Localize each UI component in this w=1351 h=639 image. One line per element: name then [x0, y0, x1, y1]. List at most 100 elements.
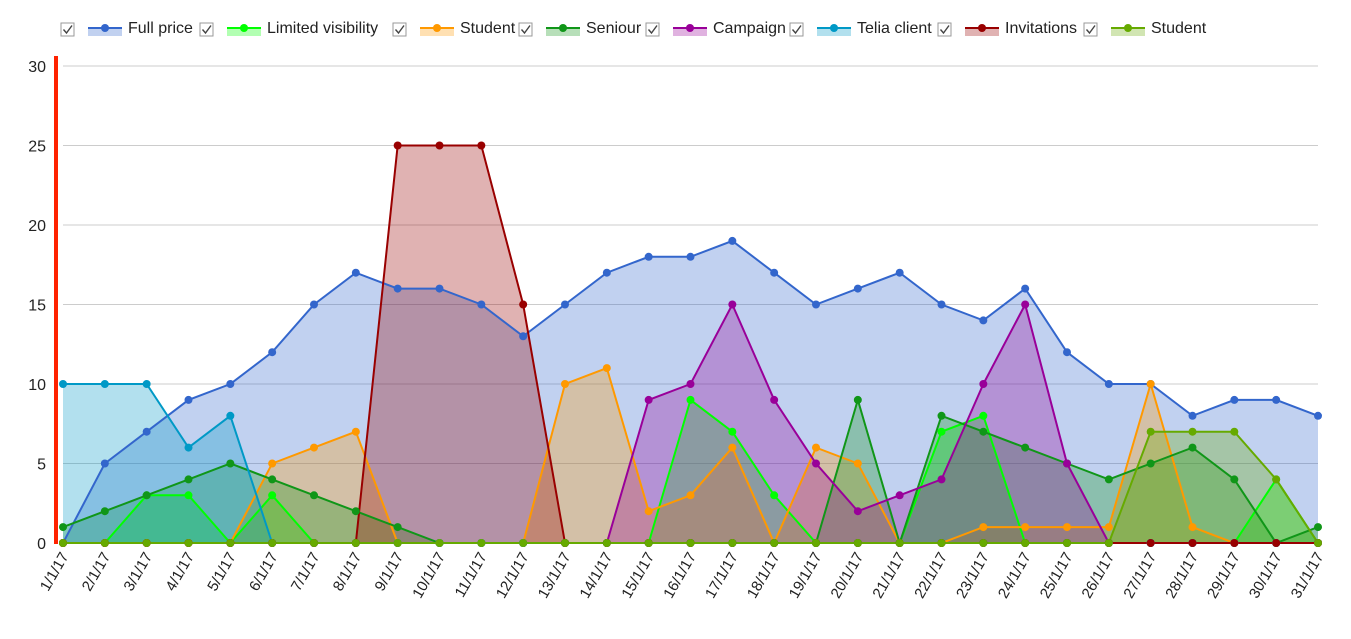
series-point[interactable] — [895, 268, 904, 277]
series-point[interactable] — [393, 539, 402, 547]
series-point[interactable] — [59, 539, 67, 547]
series-point[interactable] — [226, 411, 235, 420]
legend-checkbox[interactable] — [199, 22, 214, 37]
series-point[interactable] — [226, 459, 235, 468]
series-point[interactable] — [351, 539, 360, 547]
series-point[interactable] — [561, 539, 569, 547]
series-point[interactable] — [644, 507, 653, 516]
series-point[interactable] — [100, 507, 109, 516]
legend-item-5[interactable]: Telia client — [789, 20, 932, 37]
series-point[interactable] — [937, 475, 946, 484]
series-point[interactable] — [435, 141, 444, 150]
series-point[interactable] — [477, 300, 486, 309]
series-point[interactable] — [602, 539, 611, 547]
legend-item-4[interactable]: Campaign — [645, 20, 786, 37]
series-point[interactable] — [979, 539, 988, 547]
series-point[interactable] — [728, 300, 737, 309]
series-point[interactable] — [1230, 427, 1239, 436]
series-point[interactable] — [1146, 539, 1155, 547]
series-point[interactable] — [1314, 411, 1322, 420]
legend-checkbox[interactable] — [1083, 22, 1098, 37]
series-point[interactable] — [393, 523, 402, 532]
legend-item-3[interactable]: Seniour — [518, 20, 642, 37]
series-point[interactable] — [979, 427, 988, 436]
series-point[interactable] — [268, 348, 277, 357]
series-point[interactable] — [1188, 443, 1197, 452]
series-point[interactable] — [1021, 300, 1030, 309]
series-point[interactable] — [812, 459, 820, 468]
series-point[interactable] — [393, 141, 402, 150]
series-point[interactable] — [142, 491, 151, 500]
series-point[interactable] — [184, 443, 193, 452]
series-point[interactable] — [184, 395, 193, 404]
series-point[interactable] — [853, 507, 862, 516]
series-point[interactable] — [770, 539, 779, 547]
series-point[interactable] — [519, 539, 528, 547]
series-point[interactable] — [812, 300, 820, 309]
series-point[interactable] — [351, 507, 360, 516]
series-point[interactable] — [310, 539, 318, 547]
series-point[interactable] — [686, 491, 695, 500]
series-point[interactable] — [100, 459, 109, 468]
series-point[interactable] — [1021, 539, 1030, 547]
legend-item-6[interactable]: Invitations — [937, 20, 1077, 37]
series-point[interactable] — [728, 443, 737, 452]
series-point[interactable] — [979, 411, 988, 420]
series-point[interactable] — [812, 443, 820, 452]
series-point[interactable] — [1272, 539, 1281, 547]
series-point[interactable] — [59, 523, 67, 532]
series-point[interactable] — [100, 539, 109, 547]
series-point[interactable] — [1104, 523, 1113, 532]
series-point[interactable] — [184, 475, 193, 484]
series-point[interactable] — [1021, 523, 1030, 532]
series-point[interactable] — [1063, 348, 1071, 357]
legend-checkbox[interactable] — [789, 22, 804, 37]
series-point[interactable] — [1146, 427, 1155, 436]
series-point[interactable] — [979, 380, 988, 388]
series-point[interactable] — [226, 380, 235, 388]
series-point[interactable] — [184, 539, 193, 547]
series-point[interactable] — [1104, 539, 1113, 547]
series-point[interactable] — [937, 539, 946, 547]
series-point[interactable] — [351, 427, 360, 436]
series-point[interactable] — [1146, 380, 1155, 388]
series-point[interactable] — [853, 284, 862, 293]
series-point[interactable] — [561, 300, 569, 309]
legend-item-7[interactable]: Student — [1083, 20, 1207, 37]
series-point[interactable] — [686, 539, 695, 547]
series-point[interactable] — [979, 316, 988, 325]
series-point[interactable] — [1146, 459, 1155, 468]
series-point[interactable] — [1188, 539, 1197, 547]
series-point[interactable] — [686, 380, 695, 388]
series-point[interactable] — [435, 539, 444, 547]
legend-item-2[interactable]: Student — [392, 20, 516, 37]
series-point[interactable] — [728, 236, 737, 245]
series-point[interactable] — [393, 284, 402, 293]
series-point[interactable] — [310, 491, 318, 500]
series-point[interactable] — [1272, 475, 1281, 484]
series-point[interactable] — [853, 395, 862, 404]
series-point[interactable] — [477, 141, 486, 150]
legend-checkbox[interactable] — [518, 22, 533, 37]
series-point[interactable] — [853, 539, 862, 547]
series-point[interactable] — [644, 252, 653, 261]
legend-item-0[interactable]: Full price — [60, 20, 193, 37]
series-point[interactable] — [142, 539, 151, 547]
series-point[interactable] — [142, 427, 151, 436]
series-point[interactable] — [1188, 411, 1197, 420]
series-point[interactable] — [895, 491, 904, 500]
series-point[interactable] — [184, 491, 193, 500]
series-point[interactable] — [226, 539, 235, 547]
series-point[interactable] — [644, 539, 653, 547]
series-point[interactable] — [1314, 523, 1322, 532]
series-point[interactable] — [853, 459, 862, 468]
legend-checkbox[interactable] — [60, 22, 75, 37]
series-point[interactable] — [937, 427, 946, 436]
series-point[interactable] — [268, 475, 277, 484]
series-point[interactable] — [1314, 539, 1322, 547]
series-point[interactable] — [1021, 284, 1030, 293]
series-point[interactable] — [602, 364, 611, 373]
series-point[interactable] — [1104, 475, 1113, 484]
series-point[interactable] — [310, 300, 318, 309]
series-point[interactable] — [435, 284, 444, 293]
